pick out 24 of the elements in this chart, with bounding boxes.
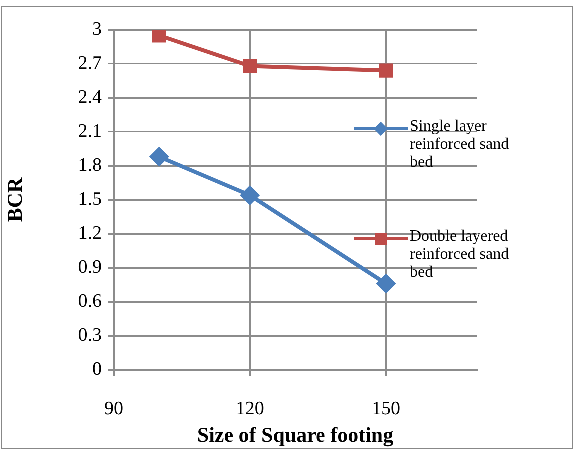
point [240,185,260,206]
x-tick-label: 90 [104,398,124,420]
point [379,64,394,78]
legend-label: Double layered reinforced sand bed [410,228,510,282]
y-tick-label: 2.7 [78,52,102,74]
y-tick-label: 0 [92,358,102,380]
y-tick-label: 1.8 [78,154,102,176]
y-tick-label: 1.5 [78,188,102,210]
y-tick-label: 2.4 [78,86,102,108]
point [376,274,396,294]
y-axis-title: BCR [3,177,28,222]
y-tick-label: 2.1 [78,120,102,142]
legend-label: Single layer reinforced sand bed [410,118,510,172]
y-tick-label: 0.3 [78,324,102,346]
x-tick-label: 120 [236,398,264,420]
x-tick-label: 150 [372,398,400,420]
y-tick-label: 1.2 [78,222,102,244]
y-tick-label: 3 [92,18,102,40]
point [243,59,258,74]
x-axis-title: Size of Square footing [197,422,394,447]
y-tick-label: 0.6 [78,290,102,312]
point [152,30,166,43]
y-tick-label: 0.9 [78,256,102,278]
point [149,146,170,167]
